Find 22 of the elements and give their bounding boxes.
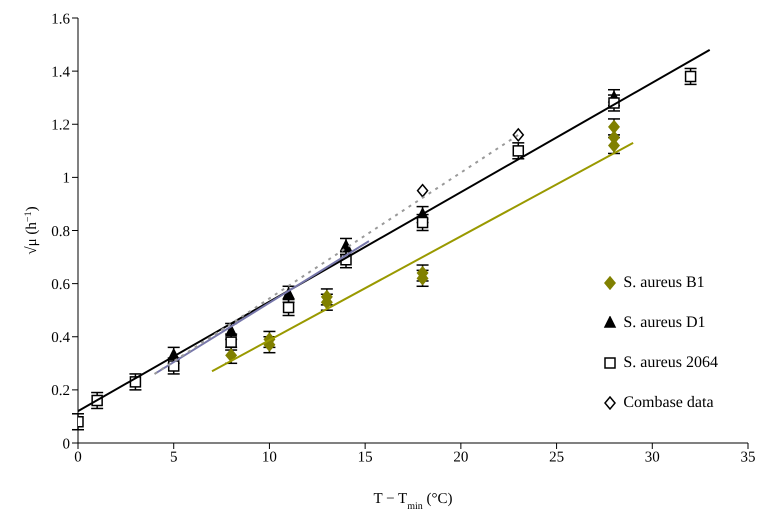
x-axis-title: T − T$_{min}$ (°C) <box>373 491 453 512</box>
x-tick-label: 30 <box>644 450 660 466</box>
y-tick-label: 1.2 <box>51 118 70 134</box>
y-tick-label: 0.2 <box>51 383 70 400</box>
legend-label: Combase data <box>623 394 714 412</box>
y-tick-label: 0.8 <box>51 224 70 240</box>
x-tick-label: 15 <box>358 450 373 466</box>
y-tick-label: 0.6 <box>51 276 70 293</box>
x-tick-label: 0 <box>74 450 82 466</box>
x-tick-label: 5 <box>170 450 178 466</box>
y-tick-label: 1.4 <box>51 64 70 80</box>
x-tick-label: 25 <box>549 450 564 466</box>
x-tick-label: 10 <box>262 450 277 466</box>
y-tick-label: 0 <box>62 436 70 452</box>
x-tick-label: 35 <box>740 450 756 466</box>
legend-label: S. aureus B1 <box>623 274 705 292</box>
x-tick-label: 20 <box>453 450 468 466</box>
y-tick-label: 1.6 <box>51 11 70 28</box>
legend-label: S. aureus D1 <box>623 314 706 332</box>
legend-label: S. aureus 2064 <box>623 354 718 372</box>
y-tick-label: 0.4 <box>51 330 70 346</box>
y-tick-label: 1 <box>62 170 70 187</box>
